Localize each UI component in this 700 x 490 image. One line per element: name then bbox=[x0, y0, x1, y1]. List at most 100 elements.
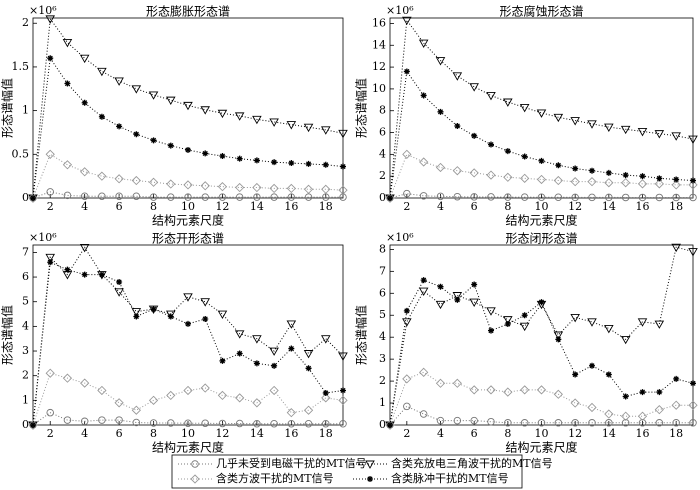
marker-triangle bbox=[97, 67, 107, 77]
y-tick-label: 10 bbox=[372, 82, 386, 95]
marker-triangle bbox=[469, 298, 479, 307]
y-tick-label: 8 bbox=[379, 104, 386, 117]
x-tick-label: 8 bbox=[150, 427, 157, 440]
marker-diamond bbox=[671, 180, 681, 190]
marker-star bbox=[30, 195, 36, 201]
marker-triangle bbox=[587, 318, 597, 327]
marker-circle bbox=[149, 419, 158, 427]
marker-circle bbox=[304, 420, 313, 428]
marker-diamond bbox=[166, 390, 176, 401]
x-axis-label: 结构元素尺度 bbox=[505, 213, 577, 228]
marker-triangle bbox=[570, 117, 580, 126]
marker-star bbox=[403, 307, 410, 314]
y-tick-label: 5 bbox=[22, 295, 29, 308]
x-tick-label: 12 bbox=[568, 427, 582, 440]
x-tick-label: 18 bbox=[669, 427, 683, 440]
x-tick-label: 2 bbox=[47, 427, 54, 440]
marker-circle bbox=[436, 416, 445, 425]
marker-triangle bbox=[114, 288, 124, 297]
y-tick-label: 0.5 bbox=[12, 147, 30, 160]
y-tick-label: 1.5 bbox=[12, 60, 30, 73]
marker-star bbox=[47, 55, 54, 62]
x-tick-label: 4 bbox=[81, 427, 88, 440]
marker-circle bbox=[201, 419, 209, 428]
marker-circle bbox=[554, 419, 563, 427]
y-tick-label: 5 bbox=[379, 308, 386, 321]
marker-triangle bbox=[604, 324, 614, 334]
marker-circle bbox=[672, 419, 680, 427]
marker-diamond bbox=[536, 385, 547, 395]
y-tick-label: 0 bbox=[379, 418, 386, 431]
series-line bbox=[32, 17, 344, 199]
x-tick-label: 2 bbox=[403, 200, 410, 213]
marker-circle bbox=[218, 419, 227, 428]
marker-triangle bbox=[217, 310, 228, 319]
marker-triangle bbox=[486, 92, 496, 101]
marker-triangle bbox=[131, 308, 142, 317]
marker-diamond bbox=[183, 180, 193, 190]
marker-circle bbox=[270, 193, 278, 201]
marker-circle bbox=[487, 417, 495, 426]
x-tick-label: 14 bbox=[602, 427, 616, 440]
x-axis-label: 结构元素尺度 bbox=[505, 440, 577, 455]
marker-star bbox=[81, 271, 88, 278]
y-tick-label: 0 bbox=[379, 191, 386, 204]
x-axis-label: 结构元素尺度 bbox=[152, 440, 224, 455]
marker-diamond bbox=[402, 374, 412, 384]
series-line bbox=[389, 193, 693, 199]
marker-star bbox=[572, 371, 579, 378]
marker-triangle bbox=[303, 123, 314, 133]
marker-diamond bbox=[452, 166, 462, 176]
marker-diamond bbox=[435, 162, 446, 173]
marker-circle bbox=[537, 419, 546, 427]
marker-triangle bbox=[62, 39, 73, 48]
marker-star bbox=[420, 92, 427, 99]
marker-triangle bbox=[303, 350, 314, 359]
x-tick-label: 6 bbox=[116, 427, 123, 440]
marker-triangle bbox=[217, 109, 228, 119]
series-line bbox=[389, 371, 693, 426]
legend-label: 含类充放电三角波干扰的MT信号 bbox=[391, 456, 553, 470]
legend-box bbox=[171, 454, 523, 489]
marker-diamond bbox=[269, 385, 279, 396]
marker-diamond bbox=[97, 171, 107, 181]
marker-diamond bbox=[385, 193, 395, 203]
marker-diamond bbox=[131, 175, 141, 186]
marker-star bbox=[504, 148, 511, 155]
y-tick-label: 7 bbox=[379, 264, 386, 277]
marker-circle bbox=[621, 419, 630, 427]
y-tick-label: 3 bbox=[22, 344, 29, 357]
marker-circle bbox=[98, 192, 106, 201]
marker-diamond bbox=[131, 405, 141, 415]
marker-triangle bbox=[587, 120, 597, 129]
marker-diamond bbox=[503, 387, 513, 397]
series-line bbox=[32, 412, 343, 426]
marker-circle bbox=[605, 419, 613, 427]
series-line bbox=[32, 246, 344, 426]
marker-triangle bbox=[269, 118, 279, 127]
marker-triangle bbox=[503, 316, 513, 325]
marker-star bbox=[64, 80, 71, 87]
marker-diamond bbox=[80, 378, 90, 388]
x-tick-label: 16 bbox=[636, 200, 650, 213]
marker-triangle bbox=[183, 293, 193, 302]
marker-star bbox=[589, 167, 595, 174]
marker-diamond bbox=[114, 174, 124, 184]
marker-star bbox=[167, 142, 174, 149]
marker-circle bbox=[403, 189, 411, 198]
subplot-title: 形态腐蚀形态谱 bbox=[499, 4, 583, 19]
marker-diamond bbox=[553, 389, 563, 399]
y-tick-label: 1 bbox=[22, 393, 29, 406]
marker-triangle bbox=[338, 352, 348, 361]
x-tick-label: 8 bbox=[504, 200, 511, 213]
marker-diamond bbox=[321, 184, 331, 194]
marker-star bbox=[521, 312, 528, 319]
x-tick-label: 4 bbox=[437, 427, 444, 440]
x-tick-label: 14 bbox=[602, 200, 616, 213]
marker-diamond bbox=[148, 177, 159, 187]
marker-star bbox=[538, 299, 545, 306]
marker-circle bbox=[184, 193, 192, 201]
y-tick-label: 2 bbox=[379, 169, 386, 182]
marker-triangle bbox=[553, 331, 564, 340]
